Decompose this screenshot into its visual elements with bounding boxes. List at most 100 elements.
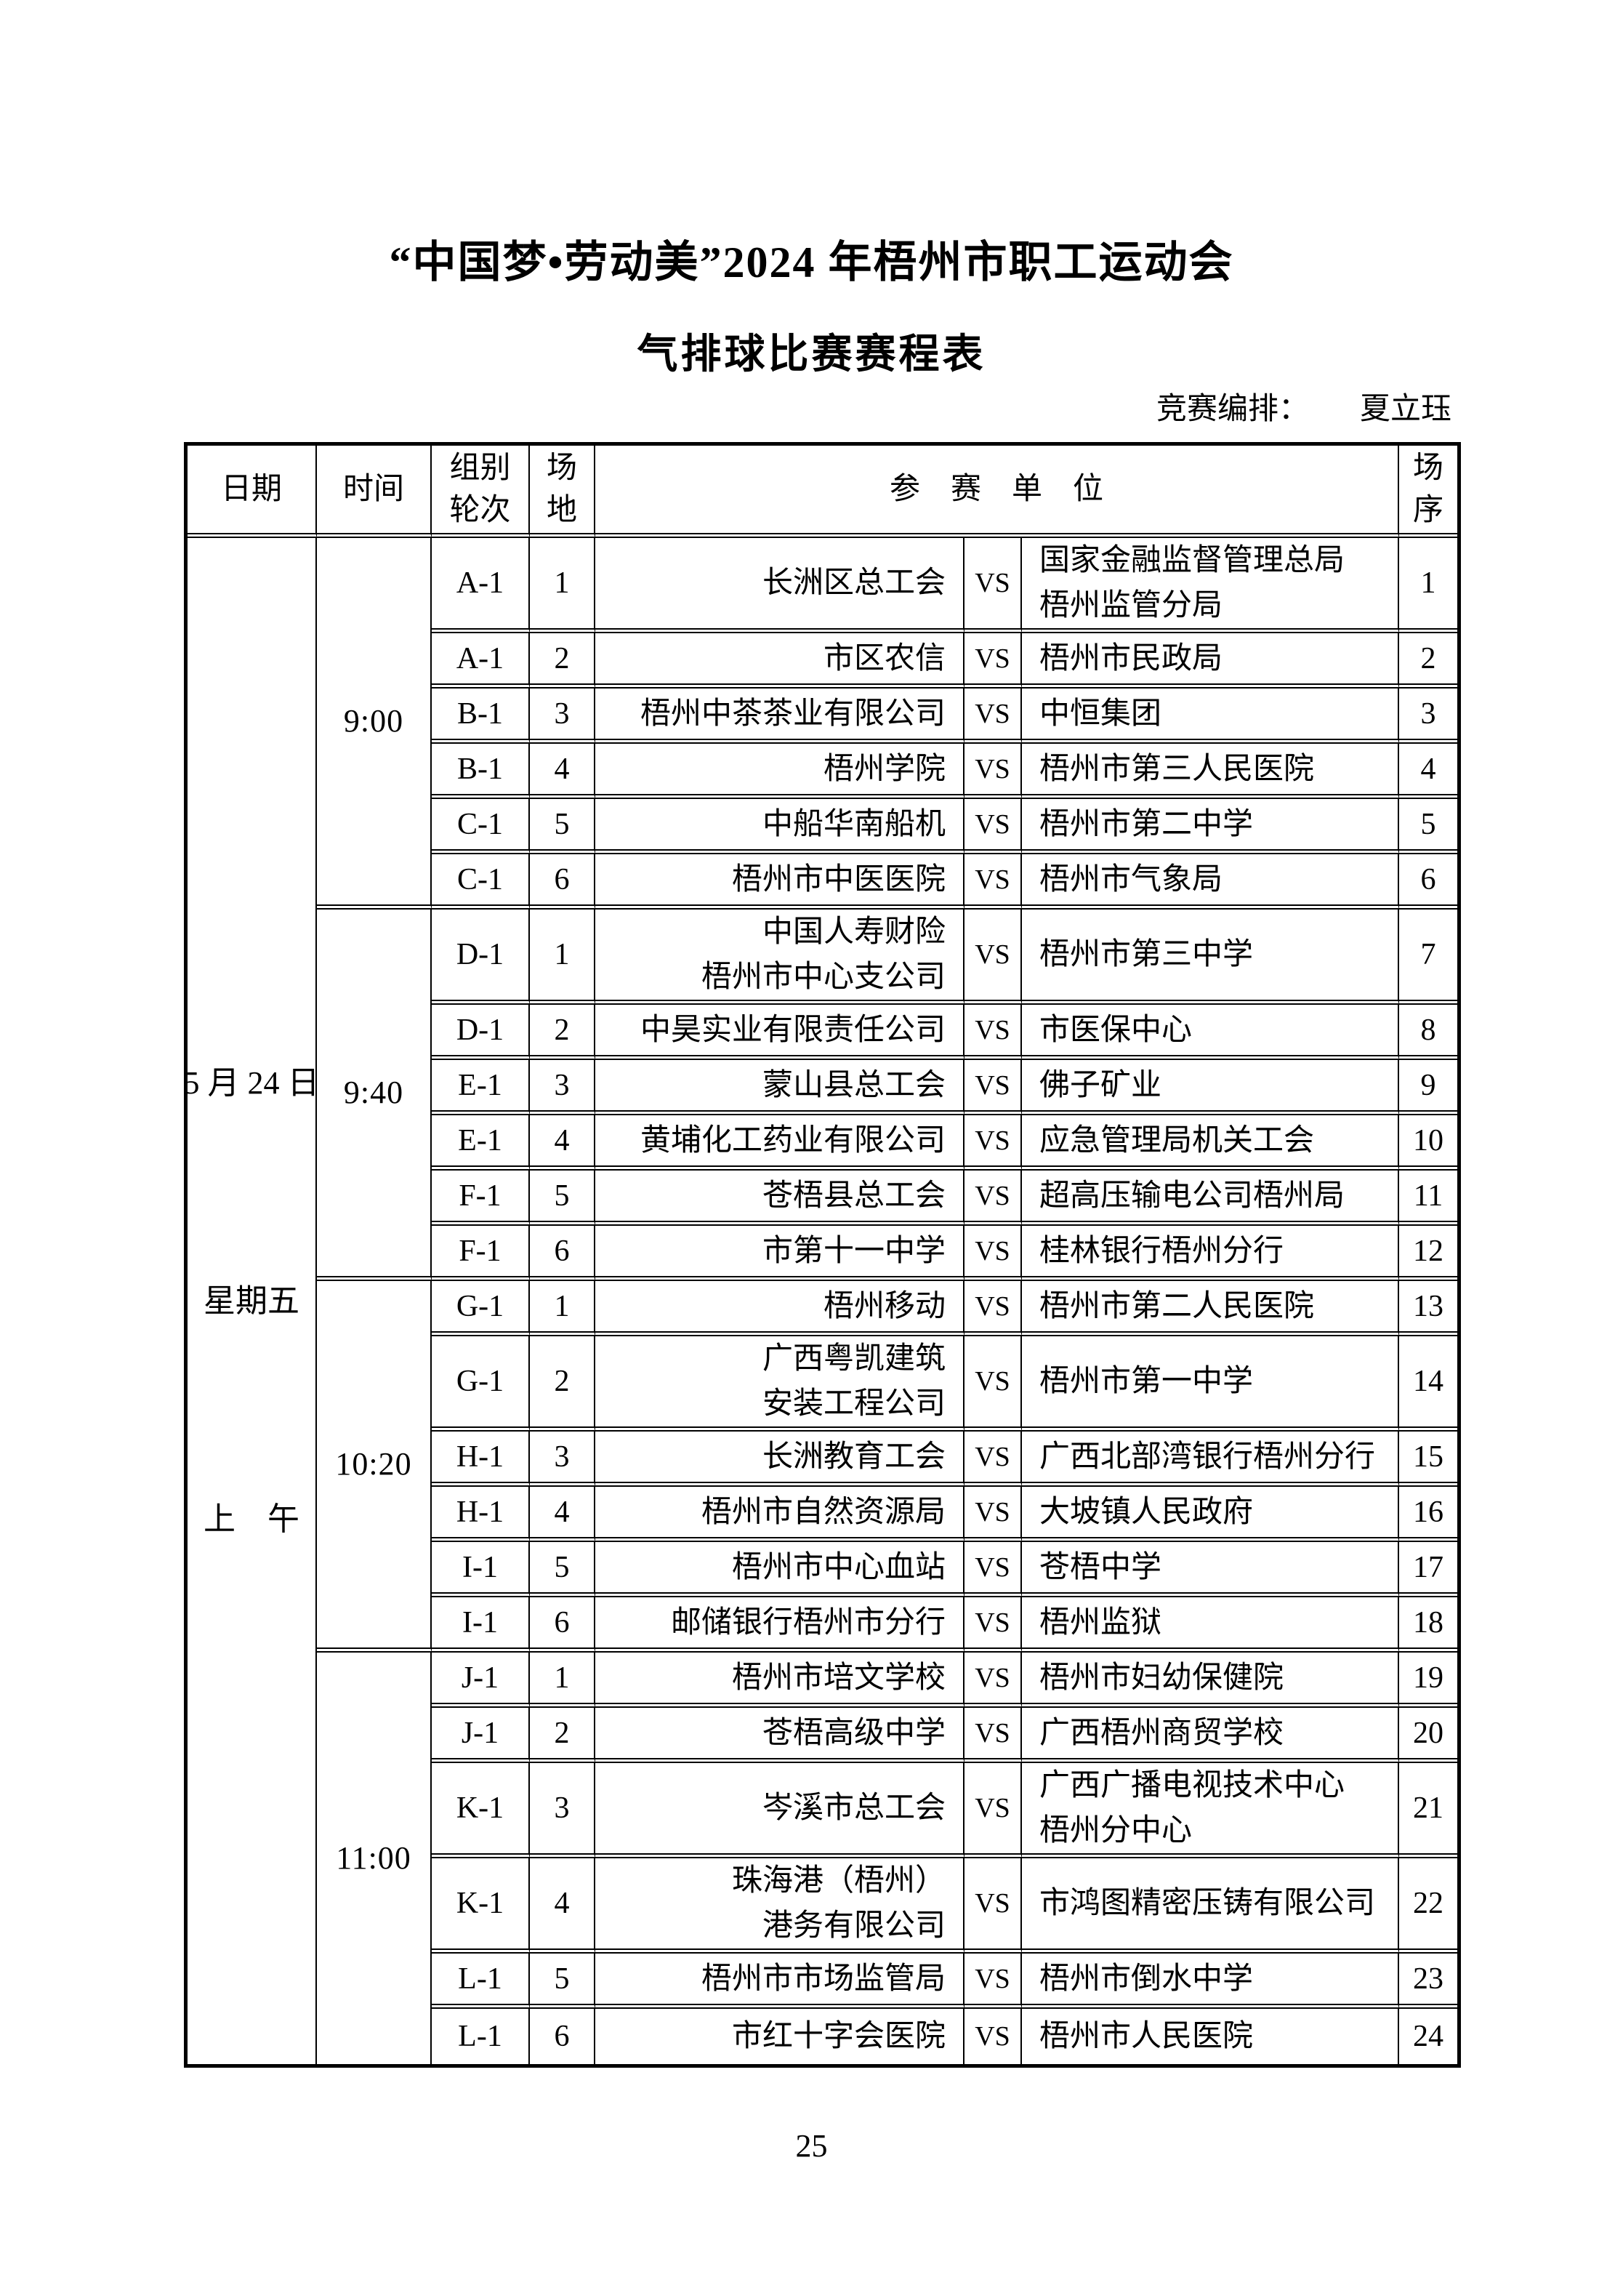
page-title: “中国梦•劳动美”2024 年梧州市职工运动会 xyxy=(389,238,1234,286)
venue-cell: 2 xyxy=(530,1708,595,1763)
venue-cell: 2 xyxy=(530,633,595,689)
venue-cell: 3 xyxy=(530,1060,595,1115)
team-right-line1: 梧州市第二人民医院 xyxy=(1039,1289,1315,1323)
order-cell: 23 xyxy=(1399,1954,1457,2009)
team-right-line1: 应急管理局机关工会 xyxy=(1039,1123,1315,1157)
team-right-line1: 市鸿图精密压铸有限公司 xyxy=(1039,1887,1376,1920)
table-row: C-1 5 中船华南船机 VS 梧州市第二中学 5 xyxy=(188,799,1457,854)
team-left-line1: 中国人寿财险 xyxy=(762,915,946,949)
order-cell: 14 xyxy=(1399,1336,1457,1432)
team-left-line1: 梧州市中医医院 xyxy=(731,862,946,896)
table-row: I-1 6 邮储银行梧州市分行 VS 梧州监狱 18 xyxy=(188,1597,1457,1653)
team-right-cell: 广西广播电视技术中心 梧州分中心 xyxy=(1022,1763,1399,1858)
vs-label: VS xyxy=(964,2009,1022,2064)
team-left-line1: 梧州移动 xyxy=(823,1289,946,1323)
vs-label: VS xyxy=(964,744,1022,799)
credit-label: 竞赛编排： xyxy=(1156,393,1309,426)
venue-cell: 4 xyxy=(530,1487,595,1542)
team-left-line1: 长洲区总工会 xyxy=(762,566,946,600)
team-right-cell: 梧州市第二人民医院 xyxy=(1022,1281,1399,1336)
group-round-cell: E-1 xyxy=(432,1060,530,1115)
order-cell: 8 xyxy=(1399,1005,1457,1060)
credit-line: 竞赛编排： 夏立珏 xyxy=(1156,384,1451,428)
team-right-cell: 梧州市第一中学 xyxy=(1022,1336,1399,1432)
table-row: K-1 3 岑溪市总工会 VS 广西广播电视技术中心 梧州分中心 21 xyxy=(188,1763,1457,1858)
team-right-line1: 苍梧中学 xyxy=(1039,1550,1162,1584)
team-left-line1: 梧州市市场监管局 xyxy=(701,1962,946,1996)
team-right-line1: 广西广播电视技术中心 xyxy=(1039,1769,1345,1802)
time-cell: 9:00 xyxy=(317,538,432,910)
team-right-line1: 佛子矿业 xyxy=(1039,1068,1162,1102)
group-round-cell: G-1 xyxy=(432,1336,530,1432)
vs-label: VS xyxy=(964,854,1022,910)
team-left-cell: 中船华南船机 xyxy=(595,799,964,854)
header-row: 日期 时间 组别 轮次 场 地 参 赛 单 位 场 序 xyxy=(188,446,1457,538)
vs-label: VS xyxy=(964,689,1022,744)
team-left-cell: 梧州市中医医院 xyxy=(595,854,964,910)
header-order-line2: 序 xyxy=(1412,494,1443,527)
header-venue-line1: 场 xyxy=(546,451,577,485)
team-right-cell: 梧州市第三人民医院 xyxy=(1022,744,1399,799)
order-cell: 6 xyxy=(1399,854,1457,910)
vs-label: VS xyxy=(964,1432,1022,1487)
credit-name: 夏立珏 xyxy=(1359,393,1451,426)
group-round-cell: B-1 xyxy=(432,689,530,744)
team-right-line1: 梧州市倒水中学 xyxy=(1039,1962,1254,1996)
team-left-line1: 邮储银行梧州市分行 xyxy=(670,1605,946,1639)
team-right-line1: 梧州市气象局 xyxy=(1039,862,1223,896)
team-left-cell: 市区农信 xyxy=(595,633,964,689)
order-cell: 7 xyxy=(1399,910,1457,1005)
venue-cell: 1 xyxy=(530,910,595,1005)
group-round-cell: J-1 xyxy=(432,1708,530,1763)
team-right-cell: 国家金融监督管理总局 梧州监管分局 xyxy=(1022,538,1399,633)
team-left-line2: 梧州市中心支公司 xyxy=(701,960,946,994)
team-left-cell: 梧州市市场监管局 xyxy=(595,1954,964,2009)
team-right-line1: 梧州监狱 xyxy=(1039,1605,1162,1639)
order-cell: 1 xyxy=(1399,538,1457,633)
order-cell: 18 xyxy=(1399,1597,1457,1653)
team-right-line1: 中恒集团 xyxy=(1039,697,1162,731)
team-left-cell: 苍梧县总工会 xyxy=(595,1171,964,1226)
team-left-cell: 梧州市中心血站 xyxy=(595,1542,964,1597)
order-cell: 19 xyxy=(1399,1653,1457,1708)
table-row: D-1 2 中昊实业有限责任公司 VS 市医保中心 8 xyxy=(188,1005,1457,1060)
table-row: J-1 2 苍梧高级中学 VS 广西梧州商贸学校 20 xyxy=(188,1708,1457,1763)
group-round-cell: K-1 xyxy=(432,1858,530,1954)
table-row: K-1 4 珠海港（梧州） 港务有限公司 VS 市鸿图精密压铸有限公司 22 xyxy=(188,1858,1457,1954)
team-right-line1: 梧州市民政局 xyxy=(1039,641,1223,675)
order-cell: 22 xyxy=(1399,1858,1457,1954)
order-cell: 2 xyxy=(1399,633,1457,689)
group-round-cell: G-1 xyxy=(432,1281,530,1336)
table-row: E-1 4 黄埔化工药业有限公司 VS 应急管理局机关工会 10 xyxy=(188,1115,1457,1171)
team-left-cell: 广西粤凯建筑 安装工程公司 xyxy=(595,1336,964,1432)
group-round-cell: I-1 xyxy=(432,1542,530,1597)
order-cell: 24 xyxy=(1413,2020,1443,2053)
table-row: 9:40 D-1 1 中国人寿财险 梧州市中心支公司 VS 梧州市第三中学 7 xyxy=(188,910,1457,1281)
team-left-line1: 梧州市培文学校 xyxy=(731,1661,946,1695)
table-row: H-1 4 梧州市自然资源局 VS 大坡镇人民政府 16 xyxy=(188,1487,1457,1542)
team-right-cell: 应急管理局机关工会 xyxy=(1022,1115,1399,1171)
team-left-line1: 珠海港（梧州） xyxy=(731,1864,946,1898)
venue-cell: 3 xyxy=(530,1763,595,1858)
venue-cell: 3 xyxy=(530,1432,595,1487)
venue-cell: 6 xyxy=(530,854,595,910)
page-subtitle: 气排球比赛赛程表 xyxy=(637,332,986,377)
order-cell: 20 xyxy=(1399,1708,1457,1763)
team-left-line2: 安装工程公司 xyxy=(762,1387,946,1421)
date-cell: 5 月 24 日 星期五 上 午 xyxy=(184,538,320,2064)
team-right-cell: 广西梧州商贸学校 xyxy=(1022,1708,1399,1763)
team-left-line1: 中昊实业有限责任公司 xyxy=(640,1013,946,1047)
order-cell: 12 xyxy=(1399,1226,1457,1281)
team-right-cell: 市医保中心 xyxy=(1022,1005,1399,1060)
venue-cell: 5 xyxy=(530,1171,595,1226)
venue-cell: 4 xyxy=(530,1858,595,1954)
vs-label: VS xyxy=(964,1763,1022,1858)
order-cell: 10 xyxy=(1399,1115,1457,1171)
team-right-cell: 梧州市倒水中学 xyxy=(1022,1954,1399,2009)
header-group-round: 组别 轮次 xyxy=(432,446,530,538)
header-order: 场 序 xyxy=(1399,446,1457,538)
header-venue-line2: 地 xyxy=(546,494,577,527)
team-right-cell: 桂林银行梧州分行 xyxy=(1022,1226,1399,1281)
team-right-line1: 广西北部湾银行梧州分行 xyxy=(1039,1440,1376,1474)
